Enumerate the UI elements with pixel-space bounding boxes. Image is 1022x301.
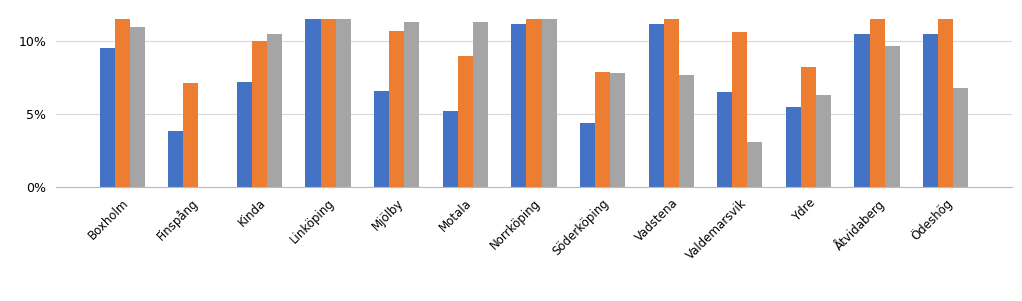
- Bar: [717, 92, 733, 187]
- Bar: [816, 95, 831, 187]
- Bar: [130, 26, 145, 187]
- Bar: [100, 48, 114, 187]
- Bar: [954, 88, 969, 187]
- Bar: [801, 67, 816, 187]
- Bar: [526, 19, 542, 187]
- Bar: [306, 19, 321, 187]
- Bar: [679, 75, 694, 187]
- Bar: [786, 107, 801, 187]
- Bar: [733, 33, 747, 187]
- Bar: [237, 82, 252, 187]
- Bar: [747, 141, 762, 187]
- Bar: [511, 24, 526, 187]
- Bar: [267, 34, 282, 187]
- Bar: [473, 22, 489, 187]
- Bar: [252, 41, 267, 187]
- Bar: [610, 73, 625, 187]
- Bar: [923, 34, 938, 187]
- Bar: [938, 19, 954, 187]
- Bar: [885, 45, 899, 187]
- Bar: [595, 72, 610, 187]
- Bar: [443, 111, 458, 187]
- Bar: [854, 34, 870, 187]
- Bar: [183, 83, 198, 187]
- Bar: [542, 19, 557, 187]
- Bar: [405, 22, 419, 187]
- Bar: [458, 56, 473, 187]
- Bar: [870, 19, 885, 187]
- Bar: [389, 31, 405, 187]
- Bar: [321, 19, 335, 187]
- Bar: [169, 131, 183, 187]
- Bar: [335, 19, 351, 187]
- Bar: [114, 19, 130, 187]
- Bar: [663, 19, 679, 187]
- Bar: [649, 24, 663, 187]
- Bar: [374, 91, 389, 187]
- Bar: [579, 123, 595, 187]
